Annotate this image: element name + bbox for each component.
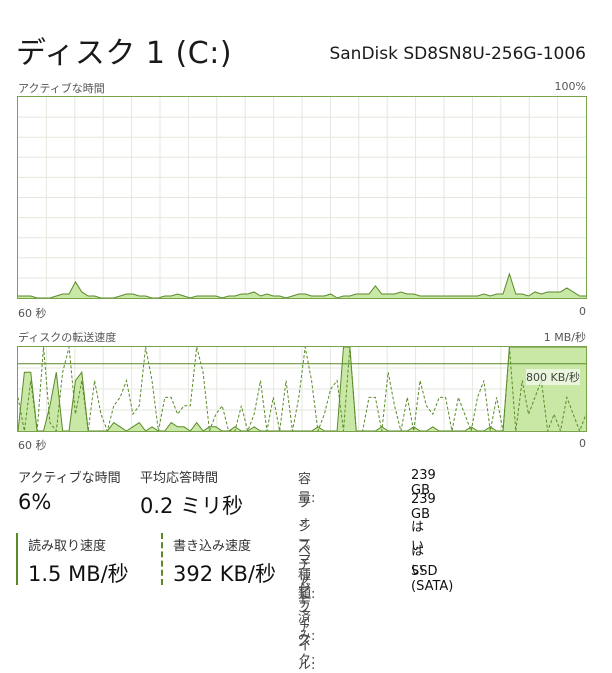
avg-response-stat-value: 0.2 ミリ秒 (140, 494, 244, 518)
write-speed-indicator (161, 533, 163, 585)
disk-model: SanDisk SD8SN8U-256G-1006 (329, 44, 586, 64)
active-time-stat-label: アクティブな時間 (18, 471, 121, 486)
info-value: はい (411, 520, 425, 554)
active-time-chart (17, 96, 587, 299)
transfer-chart-ref-label: 800 KB/秒 (526, 369, 580, 385)
transfer-chart-max: 1 MB/秒 (543, 331, 586, 344)
read-speed-indicator (16, 533, 18, 585)
info-label: 種類: (298, 568, 316, 602)
info-label: 容量: (298, 472, 316, 506)
avg-response-stat-label: 平均応答時間 (140, 471, 219, 486)
chart-grid (18, 97, 586, 298)
active-time-stat-value: 6% (18, 490, 52, 514)
write-speed-stat-value: 392 KB/秒 (173, 562, 277, 586)
active-time-chart-label: アクティブな時間 (18, 82, 105, 95)
transfer-svg (17, 346, 587, 433)
transfer-chart-label: ディスクの転送速度 (18, 331, 117, 344)
transfer-chart-duration: 60 秒 (18, 439, 47, 452)
read-speed-stat-label: 読み取り速度 (28, 539, 107, 554)
read-speed-stat-value: 1.5 MB/秒 (28, 562, 129, 586)
active-time-chart-duration: 60 秒 (18, 307, 47, 320)
active-time-svg (18, 97, 586, 299)
write-speed-line (17, 346, 587, 433)
info-value: 239 GB (411, 492, 436, 522)
active-time-chart-max: 100% (554, 80, 586, 93)
read-speed-area (18, 347, 586, 431)
transfer-chart-min: 0 (579, 437, 586, 450)
info-value: 239 GB (411, 468, 436, 498)
info-value: SSD (SATA) (411, 564, 454, 594)
write-speed-stat-label: 書き込み速度 (173, 539, 252, 554)
transfer-chart: 800 KB/秒 (17, 346, 587, 433)
page-title: ディスク 1 (C:) (16, 36, 233, 71)
info-value: はい (411, 544, 425, 578)
info-label: ページ ファイル: (298, 544, 316, 673)
active-time-chart-min: 0 (579, 305, 586, 318)
chart-grid (18, 347, 586, 431)
